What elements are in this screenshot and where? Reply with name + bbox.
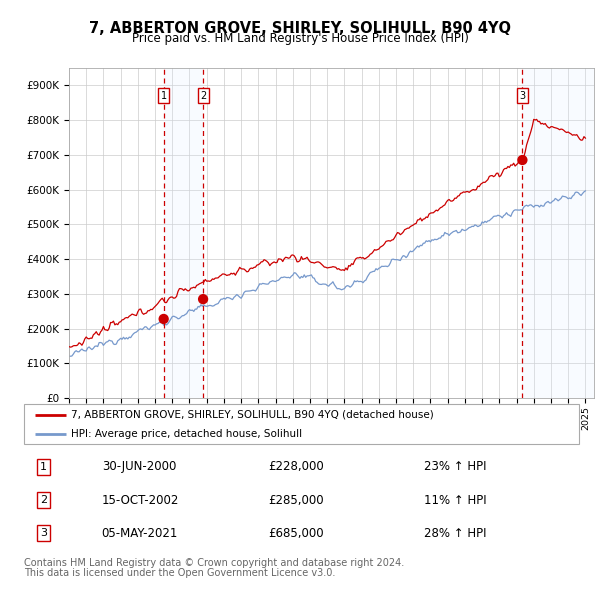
Point — [518, 155, 527, 165]
Text: 30-JUN-2000: 30-JUN-2000 — [102, 460, 176, 474]
Text: 28% ↑ HPI: 28% ↑ HPI — [424, 526, 486, 540]
Text: HPI: Average price, detached house, Solihull: HPI: Average price, detached house, Soli… — [71, 429, 302, 438]
Text: 2: 2 — [200, 91, 206, 101]
Text: 7, ABBERTON GROVE, SHIRLEY, SOLIHULL, B90 4YQ (detached house): 7, ABBERTON GROVE, SHIRLEY, SOLIHULL, B9… — [71, 410, 434, 420]
Bar — [164, 68, 203, 398]
Text: 3: 3 — [520, 91, 526, 101]
Text: £285,000: £285,000 — [268, 493, 324, 507]
Text: 2: 2 — [40, 495, 47, 505]
Text: 15-OCT-2002: 15-OCT-2002 — [102, 493, 179, 507]
FancyBboxPatch shape — [24, 404, 579, 444]
Text: Price paid vs. HM Land Registry's House Price Index (HPI): Price paid vs. HM Land Registry's House … — [131, 32, 469, 45]
Text: 11% ↑ HPI: 11% ↑ HPI — [424, 493, 486, 507]
Text: 7, ABBERTON GROVE, SHIRLEY, SOLIHULL, B90 4YQ: 7, ABBERTON GROVE, SHIRLEY, SOLIHULL, B9… — [89, 21, 511, 35]
Text: 1: 1 — [161, 91, 167, 101]
Text: Contains HM Land Registry data © Crown copyright and database right 2024.: Contains HM Land Registry data © Crown c… — [24, 558, 404, 568]
Bar — [523, 68, 594, 398]
Text: 3: 3 — [40, 528, 47, 538]
Point — [198, 294, 208, 304]
Point — [159, 314, 169, 324]
Text: This data is licensed under the Open Government Licence v3.0.: This data is licensed under the Open Gov… — [24, 568, 335, 578]
Text: 05-MAY-2021: 05-MAY-2021 — [102, 526, 178, 540]
Text: £685,000: £685,000 — [268, 526, 324, 540]
Text: 23% ↑ HPI: 23% ↑ HPI — [424, 460, 486, 474]
Text: £228,000: £228,000 — [268, 460, 324, 474]
Text: 1: 1 — [40, 462, 47, 472]
